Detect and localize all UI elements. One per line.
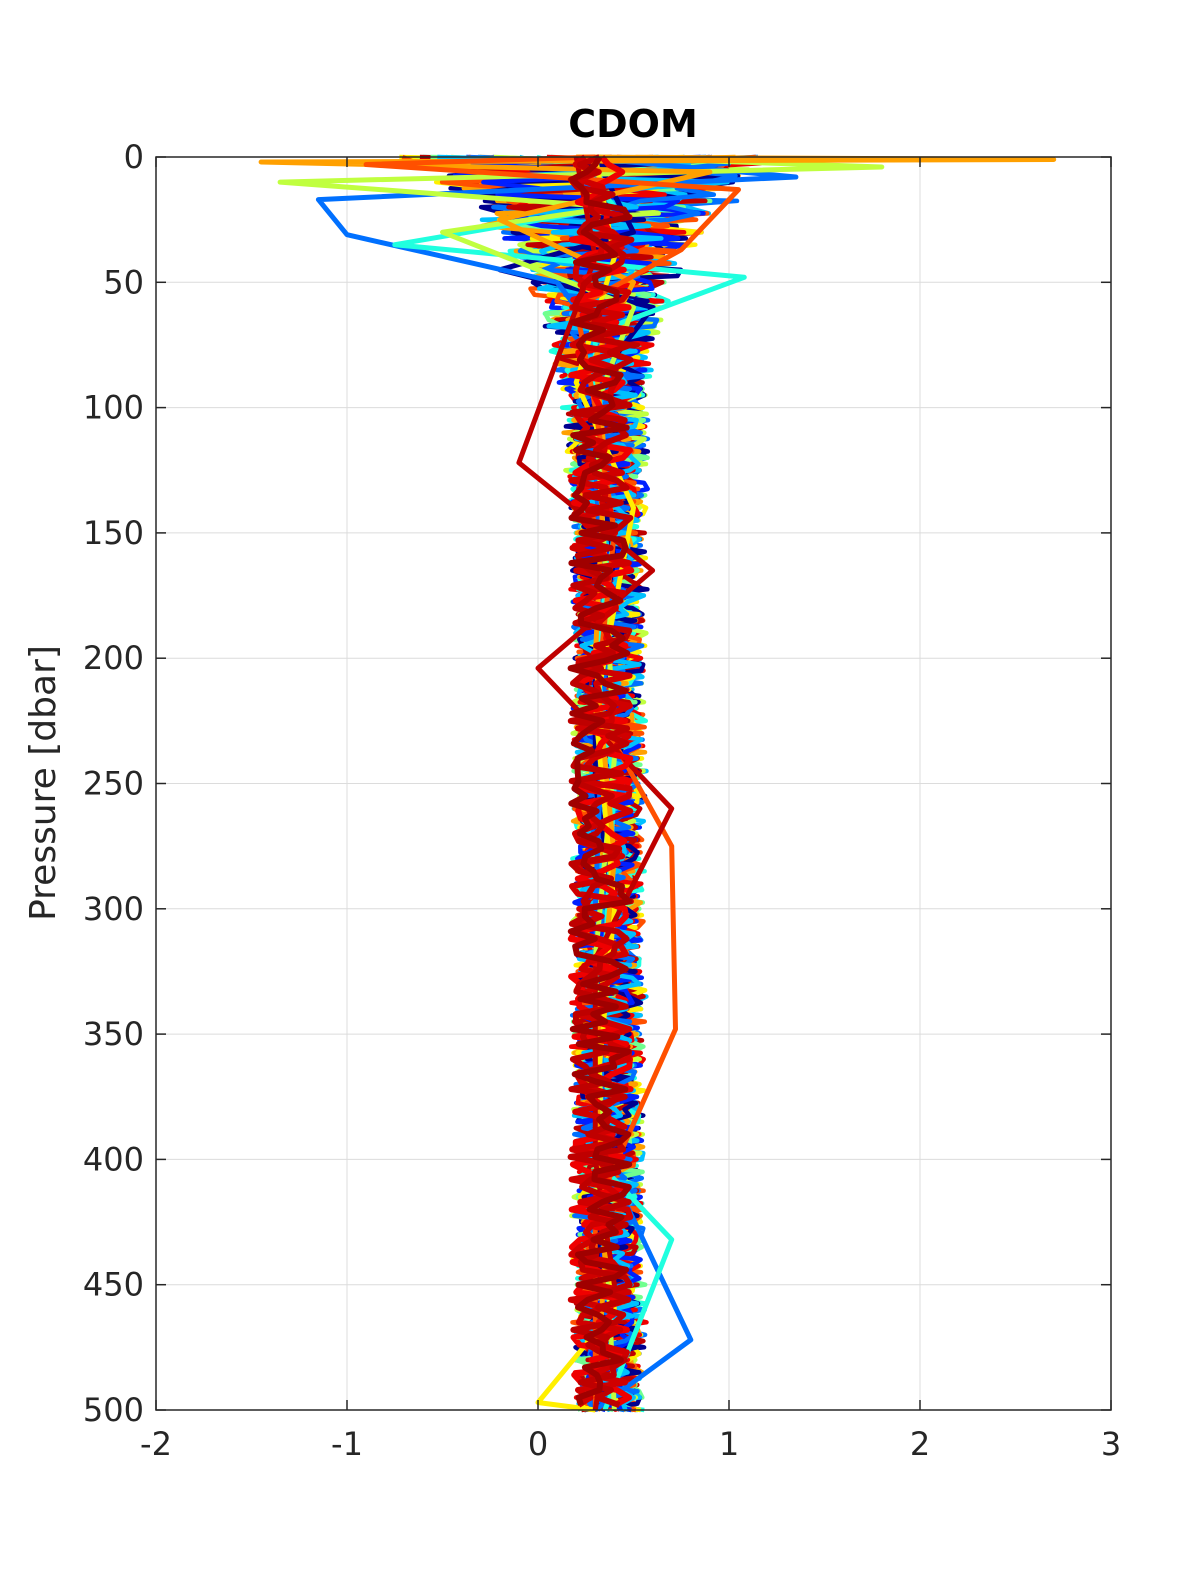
y-tick-label: 250 [83, 765, 144, 803]
y-tick-label: 150 [83, 514, 144, 552]
x-tick-label: 3 [1101, 1425, 1121, 1463]
y-tick-label: 400 [83, 1140, 144, 1178]
x-tick-label: 2 [910, 1425, 930, 1463]
y-tick-label: 200 [83, 639, 144, 677]
y-tick-label: 300 [83, 890, 144, 928]
profile-line [567, 155, 633, 1406]
y-tick-label: 350 [83, 1015, 144, 1053]
x-tick-label: -1 [331, 1425, 363, 1463]
y-tick-label: 500 [83, 1391, 144, 1429]
y-tick-label: 50 [103, 263, 144, 301]
x-tick-label: 1 [719, 1425, 739, 1463]
y-tick-label: 450 [83, 1266, 144, 1304]
x-tick-label: -2 [140, 1425, 172, 1463]
y-tick-label: 0 [124, 138, 144, 176]
y-tick-label: 100 [83, 389, 144, 427]
y-axis-label: Pressure [dbar] [23, 645, 64, 921]
ticks: -2 -1 0 1 2 3 0 50 100 150 200 250 300 350 400 450 500 [83, 138, 1121, 1463]
chart-title: CDOM [568, 102, 698, 146]
data-series [258, 154, 1057, 1413]
x-tick-label: 0 [528, 1425, 548, 1463]
